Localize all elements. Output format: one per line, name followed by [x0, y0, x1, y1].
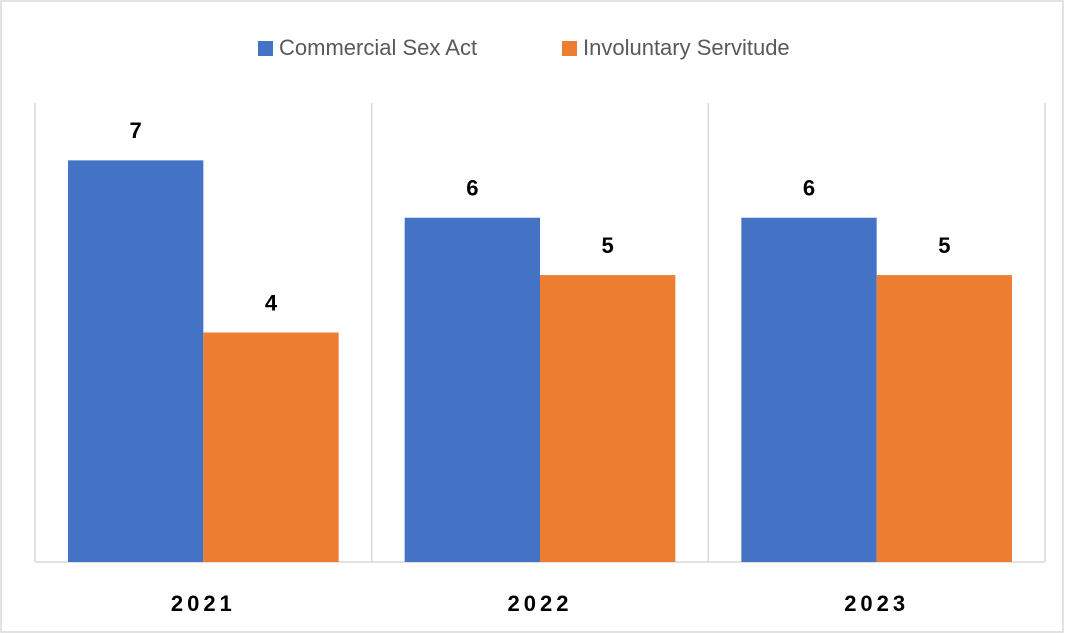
data-label: 5 [938, 233, 950, 258]
bar [876, 275, 1012, 562]
bar [741, 217, 877, 562]
data-label: 6 [466, 176, 478, 201]
bar [404, 217, 540, 562]
bar [540, 275, 676, 562]
data-label: 4 [265, 290, 278, 315]
legend-label: Involuntary Servitude [583, 35, 790, 60]
legend-swatch [562, 41, 577, 56]
data-label: 6 [803, 176, 815, 201]
data-label: 7 [130, 118, 142, 143]
legend-label: Commercial Sex Act [279, 35, 477, 60]
legend-swatch [258, 41, 273, 56]
x-tick-label: 2021 [171, 591, 236, 616]
bar [203, 332, 339, 562]
x-tick-label: 2022 [508, 591, 573, 616]
bar [68, 160, 204, 562]
data-label: 5 [602, 233, 614, 258]
x-tick-label: 2023 [844, 591, 909, 616]
